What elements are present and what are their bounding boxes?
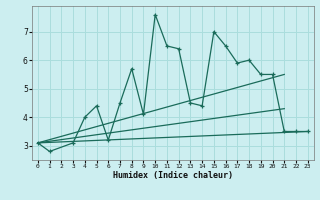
X-axis label: Humidex (Indice chaleur): Humidex (Indice chaleur) — [113, 171, 233, 180]
